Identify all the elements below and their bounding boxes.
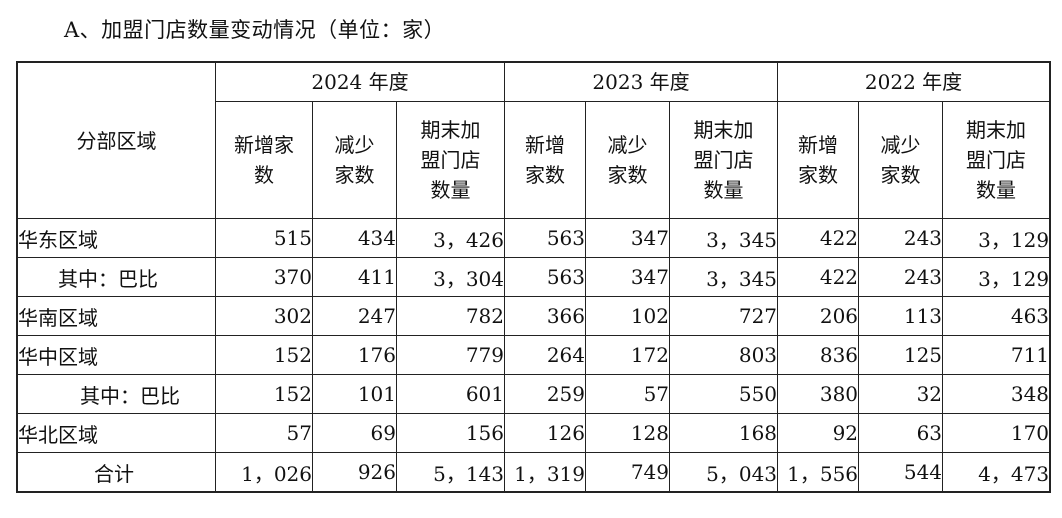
value-cell: 32: [858, 374, 944, 414]
value-cell: 782: [395, 296, 506, 336]
value-cell: 5，043: [669, 452, 779, 492]
value-cell: 836: [777, 335, 860, 375]
header-year-row: 分部区域 2024 年度 2023 年度 2022 年度: [17, 62, 1051, 219]
value-cell: 3，304: [395, 257, 506, 297]
value-cell: 5，143: [395, 452, 506, 492]
franchise-store-table: 分部区域 2024 年度 2023 年度 2022 年度 新增家数 减少 家数 期…: [15, 61, 1052, 493]
value-cell: 170: [942, 413, 1051, 453]
value-cell: 259: [504, 374, 587, 414]
value-cell: 347: [585, 218, 671, 258]
value-cell: 347: [585, 257, 671, 297]
region-cell: 其中：巴比: [17, 257, 216, 297]
col-end-count-2024: 期末加 盟门店 数量: [395, 101, 506, 219]
value-cell: 102: [585, 296, 671, 336]
value-cell: 3，345: [669, 257, 779, 297]
value-cell: 544: [858, 452, 944, 492]
value-cell: 3，345: [669, 218, 779, 258]
value-cell: 422: [777, 218, 860, 258]
region-cell: 华北区域: [17, 413, 216, 453]
table-row: 其中：巴比 152 101 601 259 57 550 380 32 348: [17, 374, 1051, 414]
year-header-2022: 2022 年度: [777, 62, 1051, 102]
value-cell: 550: [669, 374, 779, 414]
value-cell: 57: [585, 374, 671, 414]
total-row: 合计 1，026 926 5，143 1，319 749 5，043 1，556…: [17, 452, 1051, 492]
value-cell: 172: [585, 335, 671, 375]
value-cell: 366: [504, 296, 587, 336]
value-cell: 803: [669, 335, 779, 375]
region-cell: 华东区域: [17, 218, 216, 258]
col-new-count-2022: 新增 家数: [777, 101, 860, 219]
value-cell: 515: [215, 218, 313, 258]
value-cell: 206: [777, 296, 860, 336]
total-label-cell: 合计: [17, 452, 216, 492]
col-new-count-2023: 新增 家数: [504, 101, 587, 219]
value-cell: 463: [942, 296, 1051, 336]
value-cell: 380: [777, 374, 860, 414]
header-metric-row: 新增家数 减少 家数 期末加 盟门店 数量 新增 家数 减少 家数 期末加 盟门店 数量 新增…: [18, 101, 1051, 219]
value-cell: 411: [312, 257, 397, 297]
value-cell: 727: [669, 296, 779, 336]
year-header-2023: 2023 年度: [504, 62, 779, 102]
table-caption: A、加盟门店数量变动情况（单位：家）: [64, 18, 446, 42]
value-cell: 926: [312, 452, 397, 492]
value-cell: 1，319: [504, 452, 587, 492]
value-cell: 101: [312, 374, 397, 414]
value-cell: 63: [858, 413, 944, 453]
col-end-count-2023: 期末加 盟门店 数量: [669, 101, 779, 219]
year-header-2024: 2024 年度: [214, 62, 506, 102]
value-cell: 711: [942, 335, 1051, 375]
value-cell: 3，426: [395, 218, 506, 258]
value-cell: 125: [858, 335, 944, 375]
value-cell: 370: [215, 257, 313, 297]
value-cell: 3，129: [942, 218, 1051, 258]
col-reduce-count-2022: 减少 家数: [858, 101, 944, 219]
value-cell: 3，129: [942, 257, 1051, 297]
region-cell: 华中区域: [17, 335, 216, 375]
table-row: 华北区域 57 69 156 126 128 168 92 63 170: [17, 413, 1051, 453]
value-cell: 243: [858, 218, 944, 258]
value-cell: 152: [215, 335, 313, 375]
value-cell: 168: [669, 413, 779, 453]
col-reduce-count-2023: 减少 家数: [585, 101, 671, 219]
value-cell: 69: [312, 413, 397, 453]
value-cell: 601: [395, 374, 506, 414]
region-cell: 其中：巴比: [17, 374, 216, 414]
value-cell: 422: [777, 257, 860, 297]
value-cell: 302: [215, 296, 313, 336]
value-cell: 264: [504, 335, 587, 375]
table-row: 其中：巴比 370 411 3，304 563 347 3，345 422 24…: [17, 257, 1051, 297]
value-cell: 779: [395, 335, 506, 375]
value-cell: 152: [215, 374, 313, 414]
col-end-count-2022: 期末加 盟门店 数量: [942, 101, 1051, 219]
value-cell: 128: [585, 413, 671, 453]
value-cell: 92: [777, 413, 860, 453]
value-cell: 1，026: [215, 452, 313, 492]
value-cell: 57: [215, 413, 313, 453]
region-cell: 华南区域: [17, 296, 216, 336]
value-cell: 243: [858, 257, 944, 297]
value-cell: 1，556: [777, 452, 860, 492]
value-cell: 434: [312, 218, 397, 258]
value-cell: 126: [504, 413, 587, 453]
value-cell: 4，473: [942, 452, 1051, 492]
col-reduce-count-2024: 减少 家数: [312, 101, 397, 219]
value-cell: 348: [942, 374, 1051, 414]
value-cell: 749: [585, 452, 671, 492]
value-cell: 563: [504, 218, 587, 258]
table-row: 华中区域 152 176 779 264 172 803 836 125 711: [17, 335, 1051, 375]
value-cell: 156: [395, 413, 506, 453]
value-cell: 247: [312, 296, 397, 336]
region-header: 分部区域: [17, 62, 216, 219]
table-row: 华东区域 515 434 3，426 563 347 3，345 422 243…: [17, 218, 1051, 258]
value-cell: 113: [858, 296, 944, 336]
col-new-count-2024: 新增家数: [215, 101, 313, 219]
value-cell: 176: [312, 335, 397, 375]
table-row: 华南区域 302 247 782 366 102 727 206 113 463: [17, 296, 1051, 336]
value-cell: 563: [504, 257, 587, 297]
